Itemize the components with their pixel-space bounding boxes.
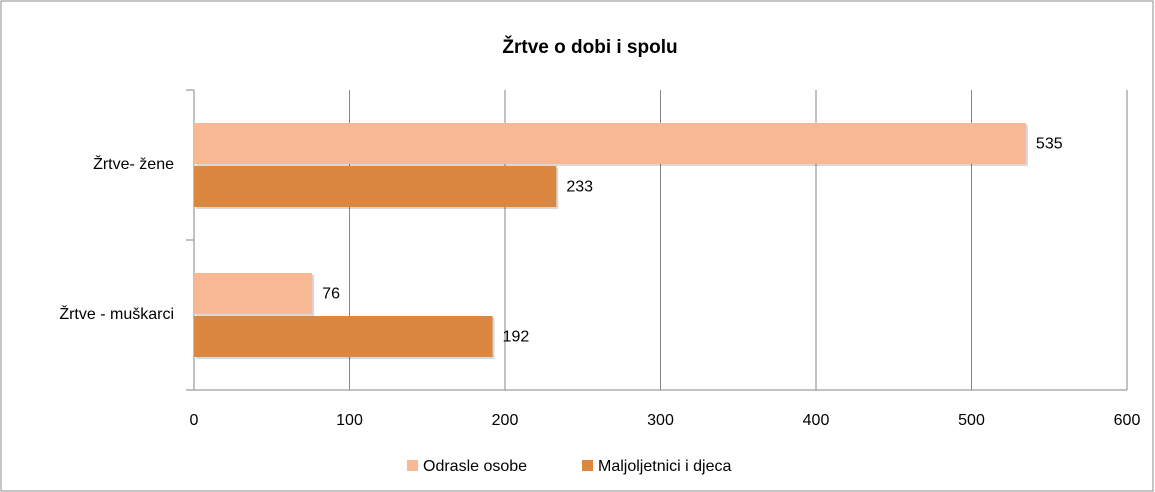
legend-swatch [582,460,593,471]
bar [194,166,557,207]
bar [194,123,1026,164]
x-tick-label: 300 [647,412,674,429]
x-tick-label: 100 [336,412,363,429]
x-tick-label: 600 [1114,412,1141,429]
data-label: 192 [503,329,530,346]
data-label: 233 [566,179,593,196]
data-label: 535 [1036,136,1063,153]
data-label: 76 [322,286,340,303]
x-tick-label: 0 [190,412,199,429]
x-tick-label: 500 [958,412,985,429]
y-tick-label: Žrtve - muškarci [59,304,174,323]
legend-label: Maljoljetnici i djeca [598,458,731,475]
legend-label: Odrasle osobe [423,458,527,475]
x-tick-label: 200 [492,412,519,429]
y-tick-label: Žrtve- žene [93,154,174,173]
bar [194,316,493,357]
legend-swatch [407,460,418,471]
x-tick-label: 400 [803,412,830,429]
chart-title: Žrtve o dobi i spolu [502,36,677,58]
bar [194,273,313,314]
